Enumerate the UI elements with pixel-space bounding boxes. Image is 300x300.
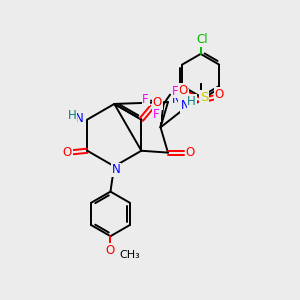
Text: O: O	[106, 244, 115, 257]
Text: Cl: Cl	[196, 33, 208, 46]
Text: N: N	[181, 99, 189, 112]
Text: F: F	[172, 85, 179, 98]
Text: N: N	[172, 93, 181, 106]
Text: O: O	[214, 88, 224, 101]
Text: N: N	[111, 164, 120, 176]
Text: H: H	[68, 110, 76, 122]
Text: O: O	[178, 84, 188, 97]
Text: S: S	[200, 91, 208, 103]
Text: F: F	[153, 108, 160, 121]
Text: O: O	[152, 96, 162, 109]
Text: O: O	[62, 146, 72, 159]
Text: O: O	[186, 146, 195, 159]
Text: F: F	[142, 93, 149, 106]
Text: N: N	[75, 112, 83, 124]
Text: H: H	[188, 95, 196, 108]
Text: H: H	[179, 90, 188, 103]
Text: CH₃: CH₃	[119, 250, 140, 260]
